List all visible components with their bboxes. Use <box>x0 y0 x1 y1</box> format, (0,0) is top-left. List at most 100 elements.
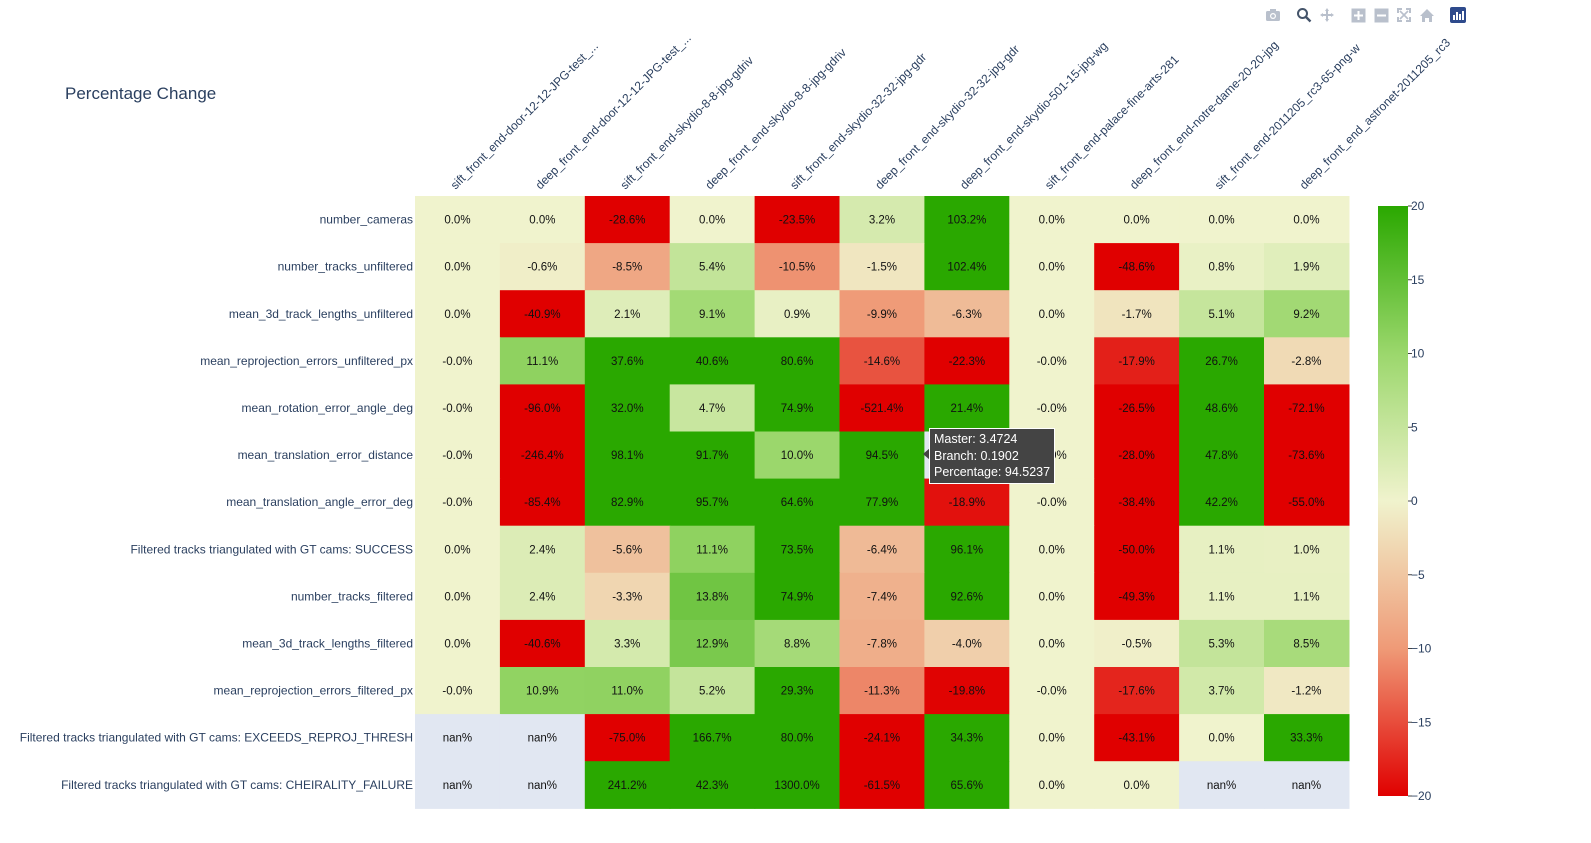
zoom-button[interactable] <box>1293 4 1315 26</box>
heatmap-cell[interactable]: 2.4% <box>499 525 586 574</box>
heatmap-cell[interactable]: 241.2% <box>584 761 671 809</box>
heatmap-cell[interactable]: 0.0% <box>415 290 501 338</box>
heatmap-cell[interactable]: 74.9% <box>754 572 841 621</box>
heatmap-cell[interactable]: 32.0% <box>584 384 671 433</box>
heatmap-cell[interactable]: 5.3% <box>1179 619 1265 668</box>
heatmap-cell[interactable]: -40.9% <box>499 290 586 338</box>
heatmap-cell[interactable]: 0.0% <box>1009 572 1095 621</box>
heatmap-cell[interactable]: -0.0% <box>415 337 501 385</box>
heatmap-cell[interactable]: 0.0% <box>415 619 501 668</box>
heatmap-cell[interactable]: -521.4% <box>839 384 926 433</box>
heatmap-cell[interactable]: 1.0% <box>1264 525 1350 574</box>
heatmap-cell[interactable]: 96.1% <box>924 525 1010 574</box>
heatmap-cell[interactable]: 10.9% <box>499 667 586 715</box>
heatmap-cell[interactable]: 11.0% <box>584 667 671 715</box>
heatmap-cell[interactable]: -4.0% <box>924 619 1010 668</box>
heatmap-cell[interactable]: -0.0% <box>415 384 501 433</box>
heatmap-cell[interactable]: -26.5% <box>1094 384 1180 433</box>
heatmap-cell[interactable]: 48.6% <box>1179 384 1265 433</box>
heatmap-cell[interactable]: 102.4% <box>924 243 1010 291</box>
heatmap-cell[interactable]: -18.9% <box>924 478 1010 527</box>
heatmap-cell[interactable]: -23.5% <box>754 196 841 244</box>
heatmap-cell[interactable]: 0.9% <box>754 290 841 338</box>
heatmap-cell[interactable]: -0.0% <box>415 431 501 480</box>
heatmap-cell[interactable]: 33.3% <box>1264 714 1350 762</box>
heatmap-cell[interactable]: -10.5% <box>754 243 841 291</box>
heatmap-cell[interactable]: -17.9% <box>1094 337 1180 385</box>
heatmap-cell[interactable]: -0.6% <box>499 243 586 291</box>
heatmap-cell[interactable]: 82.9% <box>584 478 671 527</box>
heatmap-cell[interactable]: 5.2% <box>669 667 756 715</box>
heatmap-cell[interactable]: -6.3% <box>924 290 1010 338</box>
heatmap-cell[interactable]: 8.5% <box>1264 619 1350 668</box>
heatmap-cell[interactable]: 37.6% <box>584 337 671 385</box>
heatmap-cell[interactable]: 40.6% <box>669 337 756 385</box>
heatmap-cell[interactable]: nan% <box>1179 761 1265 809</box>
heatmap-cell[interactable]: -14.6% <box>839 337 926 385</box>
heatmap-cell[interactable]: -2.8% <box>1264 337 1350 385</box>
heatmap-cell[interactable]: 0.0% <box>1009 714 1095 762</box>
heatmap-cell[interactable]: 2.4% <box>499 572 586 621</box>
heatmap-cell[interactable]: -11.3% <box>839 667 926 715</box>
heatmap-cell[interactable]: -6.4% <box>839 525 926 574</box>
heatmap-cell[interactable]: 5.4% <box>669 243 756 291</box>
heatmap-cell[interactable]: 8.8% <box>754 619 841 668</box>
heatmap-cell[interactable]: 9.2% <box>1264 290 1350 338</box>
heatmap-cell[interactable]: 0.0% <box>415 525 501 574</box>
heatmap-cell[interactable]: -40.6% <box>499 619 586 668</box>
heatmap-cell[interactable]: 0.0% <box>1009 761 1095 809</box>
heatmap-cell[interactable]: 73.5% <box>754 525 841 574</box>
heatmap-cell[interactable]: 0.0% <box>415 243 501 291</box>
heatmap-cell[interactable]: 103.2% <box>924 196 1010 244</box>
heatmap-cell[interactable]: 64.6% <box>754 478 841 527</box>
heatmap-cell[interactable]: 4.7% <box>669 384 756 433</box>
autoscale-button[interactable] <box>1393 4 1415 26</box>
heatmap-cell[interactable]: 0.0% <box>1009 196 1095 244</box>
heatmap-cell[interactable]: 1300.0% <box>754 761 841 809</box>
heatmap-cell[interactable]: 98.1% <box>584 431 671 480</box>
heatmap-cell[interactable]: -0.0% <box>1009 478 1095 527</box>
heatmap-cell[interactable]: 74.9% <box>754 384 841 433</box>
heatmap-cell[interactable]: 1.1% <box>1179 525 1265 574</box>
heatmap-cell[interactable]: 65.6% <box>924 761 1010 809</box>
heatmap-cell[interactable]: 3.2% <box>839 196 926 244</box>
heatmap-cell[interactable]: -7.8% <box>839 619 926 668</box>
heatmap-cell[interactable]: 91.7% <box>669 431 756 480</box>
heatmap-cell[interactable]: 9.1% <box>669 290 756 338</box>
heatmap-cell[interactable]: -28.0% <box>1094 431 1180 480</box>
heatmap-cell[interactable]: -73.6% <box>1264 431 1350 480</box>
heatmap-cell[interactable]: 80.6% <box>754 337 841 385</box>
heatmap-cell[interactable]: -19.8% <box>924 667 1010 715</box>
plotly-logo-button[interactable] <box>1447 4 1469 26</box>
heatmap-cell[interactable]: -17.6% <box>1094 667 1180 715</box>
heatmap-cell[interactable]: -246.4% <box>499 431 586 480</box>
home-button[interactable] <box>1416 4 1438 26</box>
heatmap-cell[interactable]: 0.0% <box>499 196 586 244</box>
heatmap-cell[interactable]: -8.5% <box>584 243 671 291</box>
heatmap-cell[interactable]: 11.1% <box>499 337 586 385</box>
heatmap-cell[interactable]: 42.3% <box>669 761 756 809</box>
heatmap-cell[interactable]: 13.8% <box>669 572 756 621</box>
heatmap-cell[interactable]: 92.6% <box>924 572 1010 621</box>
heatmap-cell[interactable]: 0.0% <box>1179 714 1265 762</box>
heatmap-cell[interactable]: -0.0% <box>1009 667 1095 715</box>
heatmap-cell[interactable]: 10.0% <box>754 431 841 480</box>
heatmap-cell[interactable]: nan% <box>415 761 501 809</box>
heatmap-cell[interactable]: -50.0% <box>1094 525 1180 574</box>
heatmap-cell[interactable]: -0.0% <box>415 667 501 715</box>
heatmap-cell[interactable]: -9.9% <box>839 290 926 338</box>
heatmap-cell[interactable]: 95.7% <box>669 478 756 527</box>
heatmap-cell[interactable]: 12.9% <box>669 619 756 668</box>
heatmap-cell[interactable]: 26.7% <box>1179 337 1265 385</box>
heatmap-cell[interactable]: 0.0% <box>1094 761 1180 809</box>
heatmap-cell[interactable]: -3.3% <box>584 572 671 621</box>
heatmap-cell[interactable]: 0.0% <box>1009 619 1095 668</box>
heatmap-cell[interactable]: 0.0% <box>415 572 501 621</box>
heatmap-cell[interactable]: 94.5% <box>839 431 926 480</box>
heatmap-cell[interactable]: -0.5% <box>1094 619 1180 668</box>
heatmap-cell[interactable]: 3.3% <box>584 619 671 668</box>
heatmap-cell[interactable]: -24.1% <box>839 714 926 762</box>
heatmap-cell[interactable]: -1.5% <box>839 243 926 291</box>
heatmap-cell[interactable]: -38.4% <box>1094 478 1180 527</box>
heatmap-cell[interactable]: 0.0% <box>1179 196 1265 244</box>
